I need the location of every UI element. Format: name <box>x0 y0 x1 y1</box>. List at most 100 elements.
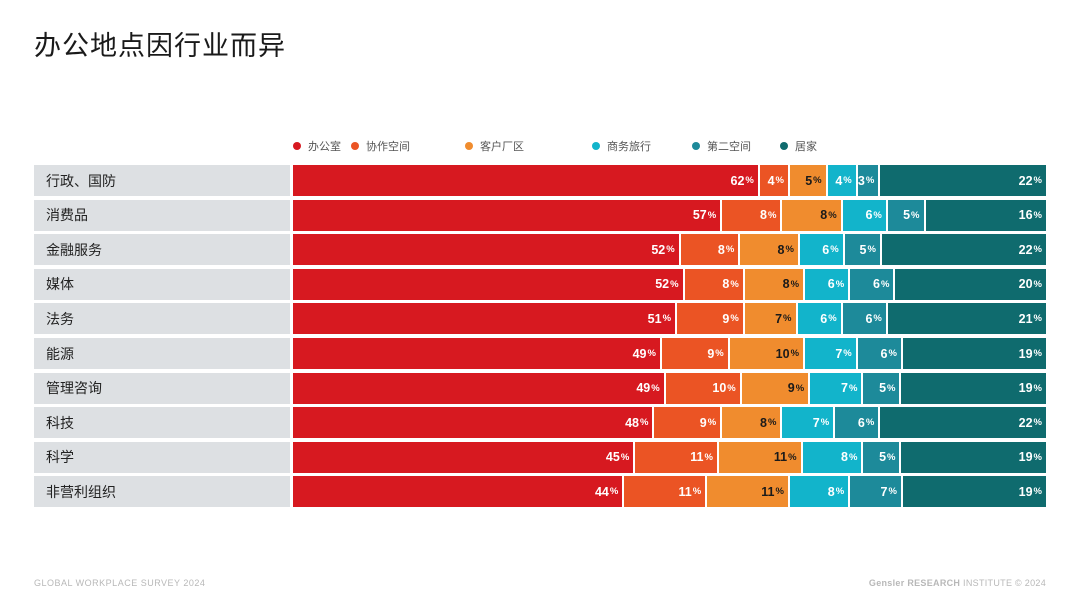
data-label-unit: % <box>843 175 852 186</box>
category-label-cell: 非营利组织 <box>34 476 290 508</box>
legend-label: 办公室 <box>308 140 341 153</box>
data-label-unit: % <box>795 382 805 394</box>
bar-segment: 9% <box>741 372 811 404</box>
bar-segment: 11% <box>707 476 790 508</box>
data-label-unit: % <box>865 417 875 429</box>
data-label: 6 <box>820 311 828 326</box>
bar-segment: 5% <box>844 234 882 266</box>
data-label: 8 <box>820 208 828 223</box>
bar-segment: 8% <box>782 199 843 231</box>
bar-segment: 16% <box>925 199 1046 231</box>
bar-segment: 7% <box>782 407 836 439</box>
data-label: 8 <box>760 415 767 430</box>
data-label-unit: % <box>727 382 736 394</box>
data-label-unit: % <box>1033 313 1042 325</box>
category-label-cell: 科技 <box>34 407 290 439</box>
data-label-unit: % <box>785 244 794 256</box>
data-label-unit: % <box>835 278 845 290</box>
data-label: 8 <box>782 277 790 292</box>
category-label: 科学 <box>46 450 74 467</box>
data-label: 9 <box>707 346 715 361</box>
category-label: 消费品 <box>46 208 88 225</box>
category-label-cell: 管理咨询 <box>34 372 290 404</box>
data-label: 11 <box>773 450 788 465</box>
data-label-unit: % <box>783 313 792 325</box>
data-label-unit: % <box>888 486 897 498</box>
bar-segment: 11% <box>635 441 719 473</box>
data-label: 45 <box>605 450 620 465</box>
data-label-unit: % <box>828 209 837 221</box>
data-label-unit: % <box>1033 348 1042 359</box>
data-label: 6 <box>822 242 830 257</box>
bar-segment: 19% <box>902 338 1046 369</box>
data-label: 8 <box>827 484 835 499</box>
data-label-unit: % <box>911 209 920 221</box>
data-label-unit: % <box>692 486 702 498</box>
data-label-unit: % <box>887 451 896 463</box>
bar-segment: 7% <box>805 338 858 369</box>
bar-segment: 6% <box>799 234 845 266</box>
data-label: 22 <box>1018 242 1033 257</box>
bar-segment: 10% <box>729 338 806 369</box>
data-label: 57 <box>692 208 707 223</box>
bar-segment: 6% <box>835 407 881 439</box>
bar-segment: 7% <box>850 476 903 508</box>
data-label: 4 <box>767 173 775 188</box>
legend-label: 商务旅行 <box>607 140 651 153</box>
bar-segment: 45% <box>293 441 636 473</box>
bar-segment: 10% <box>665 372 742 404</box>
data-label: 22 <box>1018 415 1033 430</box>
data-label-unit: % <box>730 278 739 290</box>
data-label: 19 <box>1018 346 1033 361</box>
bar-segment: 7% <box>810 372 864 404</box>
data-label: 8 <box>841 450 848 465</box>
legend-item: 第二空间 <box>692 138 751 154</box>
data-label: 10 <box>712 381 727 396</box>
bar-segment: 62% <box>293 165 760 196</box>
bar-segment: 52% <box>293 234 681 266</box>
footer-brand-rest: INSTITUTE © 2024 <box>963 578 1046 588</box>
data-label-unit: % <box>647 348 656 359</box>
bar-segment: 19% <box>901 441 1046 473</box>
bar-segment: 44% <box>293 476 625 508</box>
data-label-unit: % <box>848 382 858 394</box>
category-label-cell: 金融服务 <box>34 234 290 266</box>
data-label: 8 <box>717 242 725 257</box>
data-label: 7 <box>841 381 848 396</box>
bar-segment: 5% <box>863 372 902 404</box>
data-label: 21 <box>1018 311 1033 326</box>
data-label-unit: % <box>867 244 876 256</box>
data-label: 49 <box>632 346 647 361</box>
legend-item: 客户厂区 <box>465 138 524 154</box>
data-label: 19 <box>1018 450 1033 465</box>
bar-segment: 48% <box>293 407 655 439</box>
bar-segment: 52% <box>293 268 685 300</box>
data-label-unit: % <box>790 278 800 290</box>
data-label: 16 <box>1018 208 1033 223</box>
legend-dot-icon <box>780 142 788 150</box>
data-label-unit: % <box>666 244 675 256</box>
bar-segment: 57% <box>293 199 723 231</box>
bar-segment: 6% <box>805 268 851 300</box>
bar-segment: 4% <box>759 165 790 196</box>
data-label: 62 <box>730 173 745 188</box>
legend-dot-icon <box>592 142 600 150</box>
data-label-unit: % <box>865 175 875 186</box>
data-label: 9 <box>787 381 795 396</box>
data-label-unit: % <box>1033 175 1042 186</box>
data-label-unit: % <box>715 348 724 359</box>
data-label: 22 <box>1018 173 1033 188</box>
category-label: 媒体 <box>46 277 74 294</box>
bar-segment: 22% <box>881 234 1046 266</box>
data-label: 3 <box>857 173 865 188</box>
data-label: 19 <box>1018 381 1033 396</box>
data-label-unit: % <box>1033 244 1042 256</box>
data-label-unit: % <box>887 382 896 394</box>
bar-segment: 6% <box>850 268 896 300</box>
data-label: 5 <box>879 381 887 396</box>
bar-segment: 8% <box>744 268 806 300</box>
category-label: 金融服务 <box>46 242 102 259</box>
bar-segment: 8% <box>722 199 783 231</box>
data-label-unit: % <box>620 451 630 463</box>
bar-segment: 6% <box>842 199 888 231</box>
